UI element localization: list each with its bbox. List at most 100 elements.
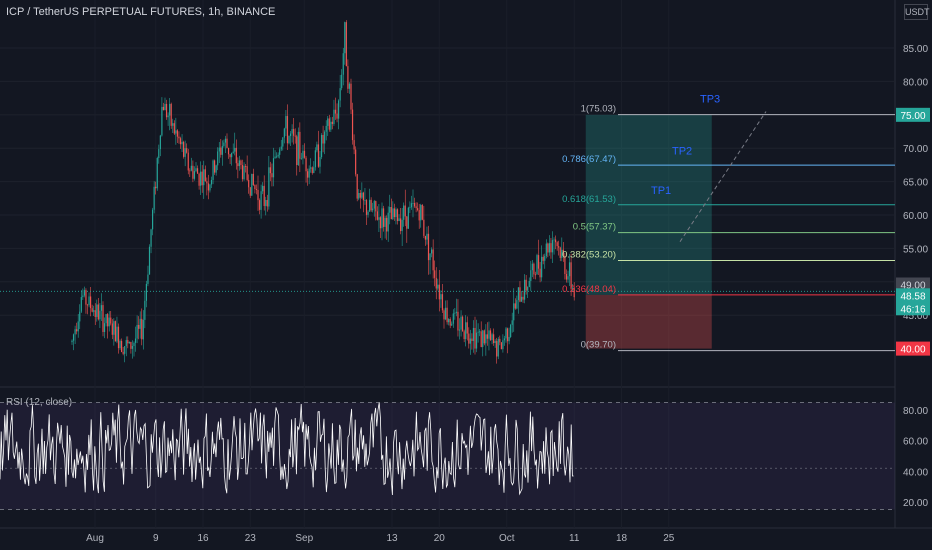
candle-body bbox=[454, 312, 456, 314]
candle-body bbox=[524, 279, 526, 300]
candle-body bbox=[200, 171, 202, 186]
fib-level-label: 0.5(57.37) bbox=[573, 222, 616, 233]
candle-body bbox=[167, 115, 169, 118]
candle-body bbox=[545, 243, 547, 256]
candle-body bbox=[108, 317, 110, 327]
candle-body bbox=[258, 200, 261, 210]
candle-body bbox=[494, 341, 496, 344]
candle-body bbox=[401, 219, 403, 232]
candle-body bbox=[302, 150, 304, 159]
price-tick-label: 80.00 bbox=[903, 77, 928, 88]
candle-body bbox=[172, 123, 174, 126]
candle-body bbox=[308, 168, 310, 178]
projection-line bbox=[679, 111, 767, 243]
candle-body bbox=[427, 233, 430, 261]
candle-body bbox=[530, 270, 532, 282]
candle-body bbox=[128, 341, 130, 344]
rsi-plot: 80.00 60.00 40.00 20.00 bbox=[0, 402, 928, 510]
candle-body bbox=[342, 53, 344, 75]
candle-body bbox=[107, 314, 109, 327]
candle-body bbox=[322, 134, 324, 144]
candle-body bbox=[516, 300, 518, 309]
candle-body bbox=[212, 160, 214, 180]
candle-body bbox=[232, 151, 234, 153]
candle-body bbox=[139, 318, 141, 329]
candle-body bbox=[356, 174, 358, 199]
candle-body bbox=[420, 204, 422, 221]
candle-body bbox=[243, 166, 245, 180]
last-price-badge-bg bbox=[896, 288, 930, 303]
candle-body bbox=[234, 147, 236, 152]
candle-body bbox=[83, 290, 85, 296]
time-label: 16 bbox=[197, 533, 209, 544]
candle-body bbox=[269, 167, 271, 174]
candle-body bbox=[434, 270, 436, 278]
candle-body bbox=[452, 313, 454, 324]
candle-body bbox=[201, 171, 203, 186]
price-tick-label: 45.00 bbox=[903, 311, 928, 322]
candle-body bbox=[179, 138, 182, 145]
candle-body bbox=[421, 204, 423, 220]
candle-body bbox=[99, 310, 101, 320]
candle-body bbox=[136, 324, 138, 339]
candle-body bbox=[235, 147, 237, 164]
candle-body bbox=[76, 329, 78, 332]
candle-body bbox=[475, 332, 478, 349]
candle-body bbox=[561, 249, 563, 258]
last-price-badge: 48.58 bbox=[900, 291, 925, 302]
candle-body bbox=[451, 323, 453, 326]
candle-body bbox=[471, 338, 473, 341]
rsi-title[interactable]: RSI (12, close) bbox=[6, 397, 73, 408]
candle-body bbox=[336, 113, 338, 119]
candle-body bbox=[196, 168, 199, 174]
candle-body bbox=[260, 191, 262, 210]
candle-body bbox=[192, 165, 194, 179]
candle-body bbox=[220, 147, 222, 155]
candle-body bbox=[361, 192, 363, 198]
candle-body bbox=[386, 217, 388, 232]
candle-body bbox=[181, 141, 183, 145]
candle-body bbox=[413, 202, 416, 207]
candle-body bbox=[203, 169, 205, 186]
price-tick-label: 65.00 bbox=[903, 178, 928, 189]
candle-body bbox=[277, 154, 279, 157]
candle-body bbox=[74, 329, 76, 335]
candle-body bbox=[246, 166, 248, 180]
candle-body bbox=[567, 276, 569, 280]
currency-badge[interactable]: USDT bbox=[904, 4, 930, 20]
candle-body bbox=[376, 211, 378, 220]
fib-level-label: 1(75.03) bbox=[581, 104, 616, 115]
level-49-badge-bg bbox=[896, 277, 930, 292]
candle-body bbox=[345, 22, 347, 67]
candle-body bbox=[353, 140, 355, 150]
candle-body bbox=[417, 208, 419, 211]
candle-body bbox=[496, 341, 498, 357]
candle-body bbox=[462, 316, 464, 332]
candle-body bbox=[392, 208, 394, 220]
candle-body bbox=[280, 146, 282, 150]
candle-body bbox=[231, 152, 233, 158]
time-label: 18 bbox=[616, 533, 628, 544]
candle-body bbox=[71, 340, 73, 343]
symbol-title[interactable]: ICP / TetherUS PERPETUAL FUTURES, 1h, BI… bbox=[6, 6, 276, 18]
candle-body bbox=[438, 284, 440, 300]
candle-body bbox=[198, 173, 200, 186]
candle-body bbox=[289, 133, 292, 136]
candle-body bbox=[381, 208, 383, 229]
tp-price-badge-bg bbox=[896, 107, 930, 122]
price-tick-label: 70.00 bbox=[903, 144, 928, 155]
candle-body bbox=[370, 199, 372, 211]
candle-body bbox=[187, 152, 189, 171]
candle-body bbox=[400, 218, 402, 232]
fibonacci-levels: 1(75.03) 0.786(67.47) 0.618(61.53) 0.5(57.3… bbox=[0, 94, 895, 352]
candle-body bbox=[407, 207, 409, 229]
candle-body bbox=[254, 185, 256, 190]
candle-body bbox=[307, 171, 309, 178]
candle-body bbox=[257, 189, 259, 201]
candle-body bbox=[252, 173, 254, 186]
rsi-band bbox=[0, 402, 895, 510]
candle-body bbox=[314, 150, 316, 168]
candle-body bbox=[573, 287, 575, 298]
candle-body bbox=[503, 338, 506, 341]
